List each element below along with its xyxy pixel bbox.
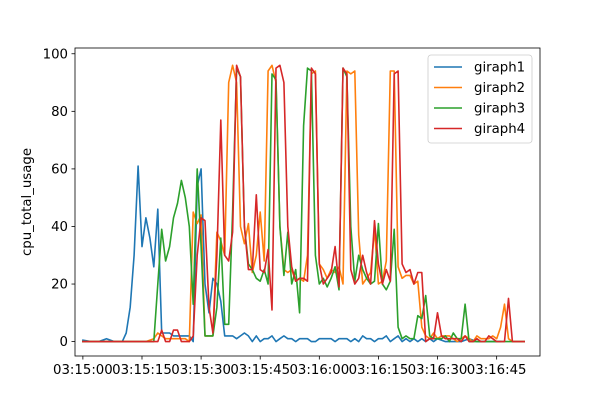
series-line-giraph3	[82, 67, 526, 343]
x-axis: 03:15:00 03:15:15 03:15:30 03:15:45 03:16:00…	[53, 356, 527, 378]
legend-label-giraph4: giraph4	[474, 122, 525, 137]
plot-frame	[74, 47, 541, 357]
x-tick-label: 03:15:00	[53, 363, 113, 378]
y-tick-label: 100	[43, 47, 68, 62]
legend-label-giraph1: giraph1	[474, 61, 525, 76]
y-tick-label: 20	[51, 278, 68, 293]
x-tick-label: 03:15:45	[230, 363, 290, 378]
y-tick-label: 80	[51, 105, 68, 120]
y-tick-label: 0	[60, 335, 68, 350]
series-line-giraph2	[82, 64, 526, 343]
legend: giraph1 giraph2 giraph3 giraph4	[427, 54, 533, 144]
legend-box	[427, 54, 533, 144]
x-tick-label: 03:16:15	[349, 363, 409, 378]
x-tick-label: 03:16:45	[467, 363, 527, 378]
series-layer	[81, 64, 526, 343]
x-tick-label: 03:16:00	[289, 363, 349, 378]
series-line-giraph4	[82, 64, 526, 343]
x-tick-label: 03:16:30	[408, 363, 468, 378]
series-line-giraph1	[81, 165, 502, 343]
x-tick-label: 03:15:15	[112, 363, 172, 378]
x-tick-label: 03:15:30	[171, 363, 231, 378]
legend-label-giraph2: giraph2	[474, 81, 525, 96]
y-axis: 0 20 40 60 80 100	[43, 47, 75, 350]
y-tick-label: 60	[51, 162, 68, 177]
y-axis-title: cpu_total_usage	[20, 148, 35, 256]
y-tick-label: 40	[51, 220, 68, 235]
legend-label-giraph3: giraph3	[474, 102, 525, 117]
